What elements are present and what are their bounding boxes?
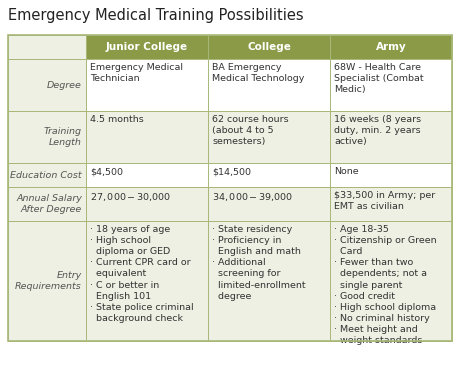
Bar (207, 221, 329, 341)
Text: $27,000-$30,000: $27,000-$30,000 (90, 191, 171, 203)
Text: $4,500: $4,500 (90, 167, 123, 176)
Bar (8, 35, 86, 59)
Bar (207, 163, 329, 187)
Bar (86, 221, 207, 341)
Text: 4.5 months: 4.5 months (90, 115, 144, 124)
Text: 16 weeks (8 years
duty, min. 2 years
active): 16 weeks (8 years duty, min. 2 years act… (333, 115, 420, 146)
Text: Junior College: Junior College (106, 42, 188, 52)
Text: College: College (246, 42, 290, 52)
Bar (329, 221, 451, 341)
Text: · 18 years of age
· High school
  diploma or GED
· Current CPR card or
  equival: · 18 years of age · High school diploma … (90, 225, 193, 323)
Bar (329, 163, 451, 187)
Text: Emergency Medical Training Possibilities: Emergency Medical Training Possibilities (8, 8, 303, 23)
Text: · State residency
· Proficiency in
  English and math
· Additional
  screening f: · State residency · Proficiency in Engli… (212, 225, 305, 301)
Bar (86, 111, 207, 163)
Text: None: None (333, 167, 358, 176)
Text: Annual Salary
After Degree: Annual Salary After Degree (16, 194, 82, 214)
Bar (86, 187, 207, 221)
Bar (329, 187, 451, 221)
Text: $34,000-$39,000: $34,000-$39,000 (212, 191, 293, 203)
Bar (329, 59, 451, 111)
Bar (8, 111, 86, 163)
Bar (86, 163, 207, 187)
Text: Education Cost: Education Cost (11, 170, 82, 179)
Bar (207, 35, 329, 59)
Text: $14,500: $14,500 (212, 167, 251, 176)
Text: Army: Army (375, 42, 405, 52)
Text: $33,500 in Army; per
EMT as civilian: $33,500 in Army; per EMT as civilian (333, 191, 434, 211)
Text: · Age 18-35
· Citizenship or Green
  Card
· Fewer than two
  dependents; not a
 : · Age 18-35 · Citizenship or Green Card … (333, 225, 436, 345)
Bar (329, 111, 451, 163)
Text: 62 course hours
(about 4 to 5
semesters): 62 course hours (about 4 to 5 semesters) (212, 115, 288, 146)
Text: Degree: Degree (47, 81, 82, 89)
Text: Entry
Requirements: Entry Requirements (15, 271, 82, 291)
Text: BA Emergency
Medical Technology: BA Emergency Medical Technology (212, 63, 304, 83)
Bar (207, 187, 329, 221)
Text: Emergency Medical
Technician: Emergency Medical Technician (90, 63, 183, 83)
Text: 68W - Health Care
Specialist (Combat
Medic): 68W - Health Care Specialist (Combat Med… (333, 63, 423, 94)
Bar (8, 59, 86, 111)
Bar (8, 163, 86, 187)
Bar (8, 187, 86, 221)
Bar (207, 111, 329, 163)
Bar (8, 221, 86, 341)
Bar (207, 59, 329, 111)
Bar (329, 35, 451, 59)
Bar (8, 35, 451, 341)
Bar (86, 35, 207, 59)
Bar (86, 59, 207, 111)
Text: Training
Length: Training Length (44, 127, 82, 147)
